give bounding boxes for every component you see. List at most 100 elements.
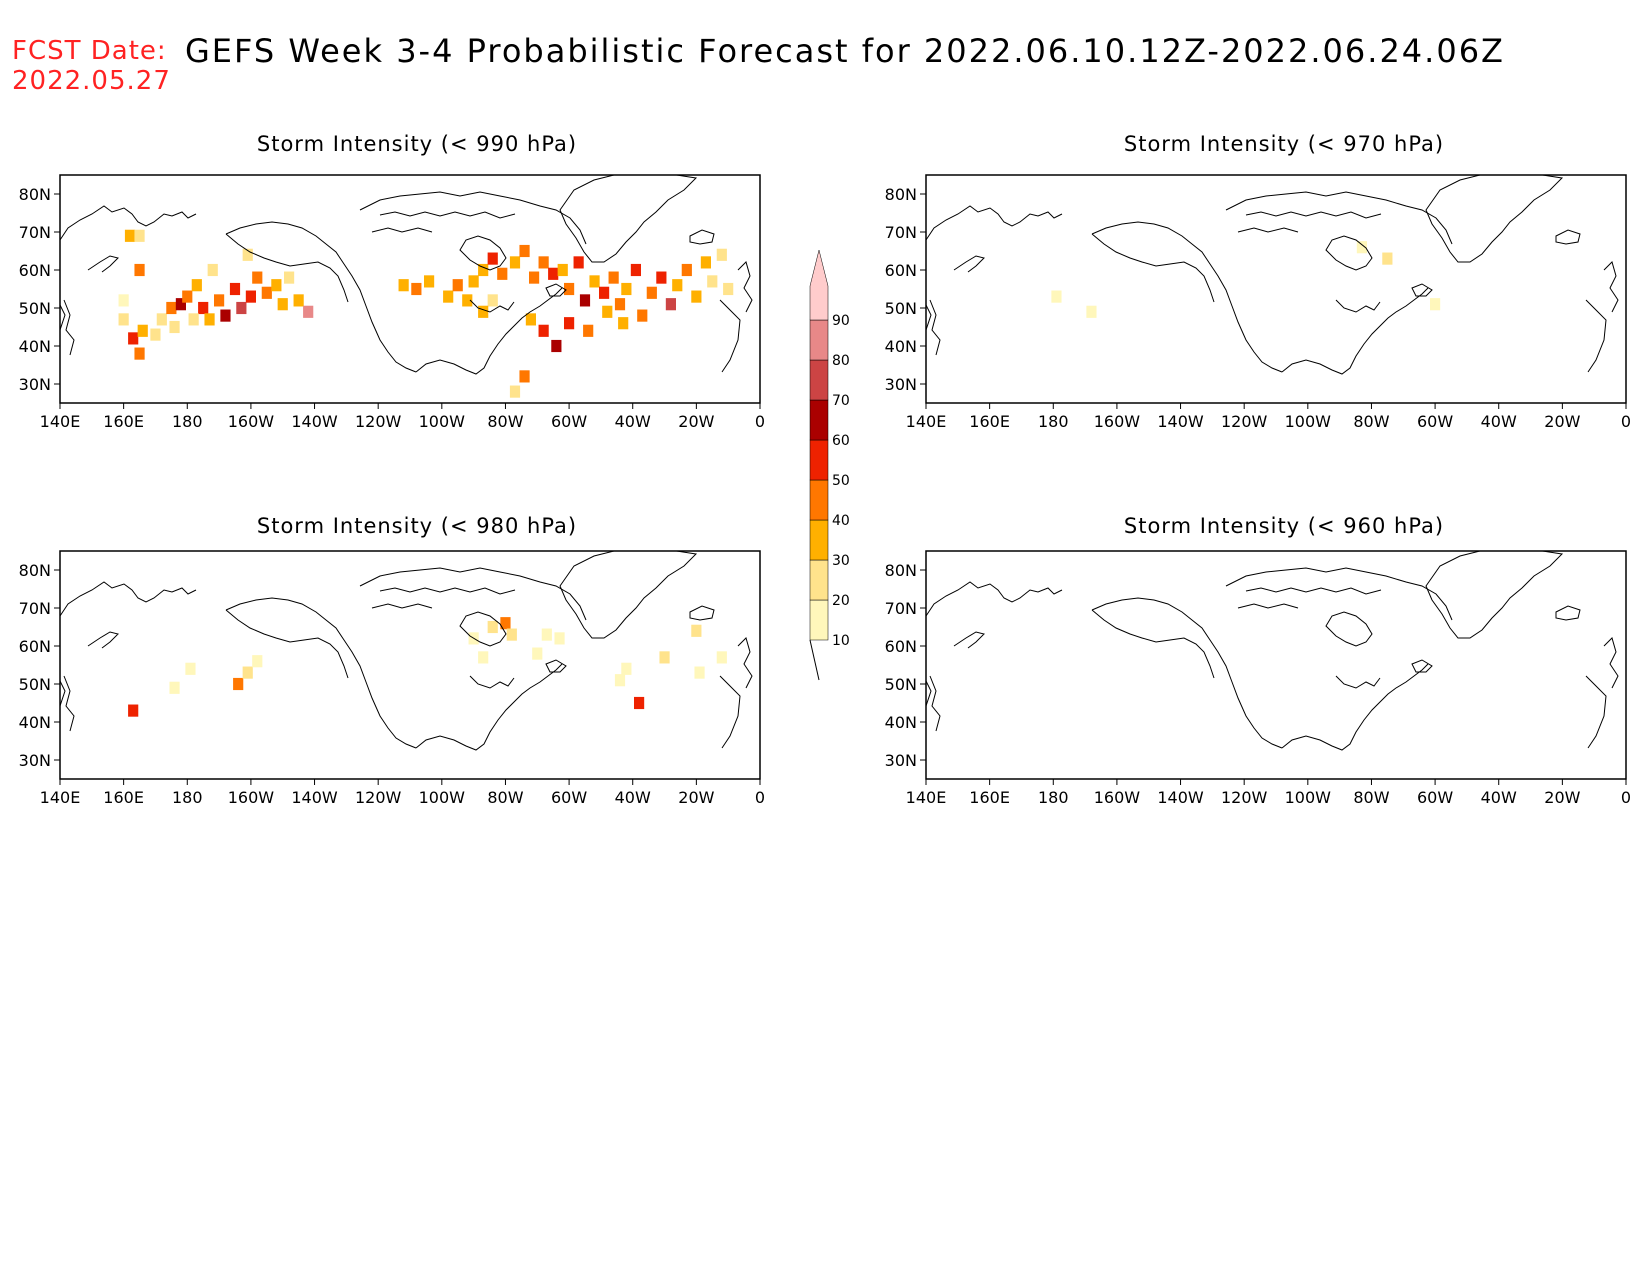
colorbar-label: 40 [832, 513, 850, 529]
probability-cell [169, 681, 180, 694]
lon-tick-label: 60W [551, 412, 587, 431]
probability-cell [1382, 252, 1393, 265]
colorbar-label: 70 [832, 393, 850, 409]
lat-tick-label: 60N [885, 261, 917, 280]
lat-tick-label: 60N [885, 637, 917, 656]
lat-tick-label: 30N [885, 375, 917, 394]
lon-tick-label: 140E [906, 412, 947, 431]
probability-cell [589, 275, 600, 288]
colorbar-swatch [809, 359, 829, 401]
lon-tick-label: 100W [1285, 412, 1332, 431]
lon-tick-label: 80W [1353, 788, 1389, 807]
probability-cell [665, 298, 676, 311]
lat-tick-label: 80N [19, 185, 51, 204]
probability-cell [551, 339, 562, 353]
probability-cell [1051, 290, 1062, 303]
lon-tick-label: 180 [172, 788, 203, 807]
probability-cell [621, 662, 632, 675]
probability-cell [1356, 241, 1367, 254]
map-panel-970: 140E 160E 180 160W 140W 120W 100W 80W 60W 40W 20W 0… [885, 174, 1631, 431]
map-frame [925, 550, 1627, 780]
panel-title-980: Storm Intensity (< 980 hPa) [256, 514, 578, 538]
map-panel-980: 140E 160E 180 160W 140W 120W 100W 80W 60W 40W 20W 0… [19, 550, 765, 807]
lon-tick-label: 20W [678, 412, 714, 431]
probability-cell [541, 628, 552, 641]
colorbar: 10 20 30 40 50 60 70 80 90 [809, 249, 850, 681]
header: FCST Date: 2022.05.27 GEFS Week 3-4 Prob… [0, 0, 1650, 110]
probability-cell [204, 313, 215, 326]
probability-cell [707, 275, 718, 288]
probability-cell [621, 282, 632, 296]
lat-tick-label: 50N [885, 299, 917, 318]
probability-cell [252, 271, 263, 284]
probability-cell [191, 279, 202, 292]
probability-cell [618, 317, 629, 330]
probability-cell [284, 271, 295, 284]
lon-tick-label: 20W [1544, 412, 1580, 431]
lat-tick-label: 50N [19, 675, 51, 694]
map-frame [59, 550, 761, 780]
probability-cell [245, 290, 256, 303]
probability-cell [634, 696, 645, 710]
probability-cell [398, 279, 409, 292]
lon-tick-label: 60W [1417, 412, 1453, 431]
probability-cell [303, 305, 314, 318]
lon-tick-label: 140W [291, 412, 338, 431]
lon-tick-label: 20W [1544, 788, 1580, 807]
lon-tick-label: 140W [291, 788, 338, 807]
colorbar-label: 30 [832, 553, 850, 569]
map-panel-960: 140E 160E 180 160W 140W 120W 100W 80W 60W 40W 20W 0… [885, 550, 1631, 807]
lon-tick-label: 100W [419, 412, 466, 431]
page-title: GEFS Week 3-4 Probabilistic Forecast for… [185, 32, 1505, 70]
map-panel-990: 140E 160E 180 160W 140W 120W 100W 80W 60W 40W 20W 0… [19, 174, 765, 431]
lon-tick-label: 120W [1221, 788, 1268, 807]
map-frame [59, 174, 761, 404]
probability-cell [478, 305, 489, 318]
lon-tick-label: 180 [172, 412, 203, 431]
probability-cell [443, 290, 454, 303]
probability-cell [694, 666, 705, 679]
colorbar-label: 10 [832, 633, 850, 649]
lon-tick-label: 160E [969, 412, 1010, 431]
probability-cell [637, 309, 648, 322]
probability-cell [646, 286, 657, 299]
probability-cell [487, 252, 498, 265]
colorbar-lower-tip [809, 639, 820, 681]
probability-cell [188, 313, 199, 326]
colorbar-swatch [809, 559, 829, 601]
probability-cell [497, 267, 508, 280]
coastline [60, 175, 753, 375]
lon-tick-label: 160W [228, 412, 275, 431]
lon-tick-label: 60W [1417, 788, 1453, 807]
colorbar-label: 50 [832, 473, 850, 489]
probability-cell [681, 263, 692, 277]
lon-tick-label: 160W [228, 788, 275, 807]
probability-cell [509, 385, 521, 398]
lon-tick-label: 100W [419, 788, 466, 807]
probability-cell [261, 286, 272, 299]
probability-cell [452, 279, 463, 292]
lon-tick-label: 20W [678, 788, 714, 807]
lat-tick-label: 70N [885, 599, 917, 618]
lat-tick-label: 30N [19, 375, 51, 394]
lon-tick-label: 160W [1094, 412, 1141, 431]
probability-cell [242, 666, 253, 679]
probability-cell [691, 290, 702, 303]
lon-tick-label: 80W [1353, 412, 1389, 431]
colorbar-label: 60 [832, 433, 850, 449]
probability-cell [573, 256, 584, 269]
probability-cell [128, 704, 139, 717]
lon-tick-label: 0 [1621, 412, 1631, 431]
probability-cell [614, 674, 626, 687]
lon-tick-label: 120W [355, 412, 402, 431]
probability-cell [564, 317, 575, 330]
probability-cell [519, 244, 530, 258]
probability-cell [175, 298, 186, 311]
lon-tick-label: 140E [40, 412, 81, 431]
lat-tick-label: 60N [19, 637, 51, 656]
probability-cell [468, 632, 479, 645]
probability-cell [672, 279, 683, 292]
lon-tick-label: 40W [1481, 788, 1517, 807]
probability-cell [233, 677, 244, 691]
probability-cell [529, 271, 540, 284]
